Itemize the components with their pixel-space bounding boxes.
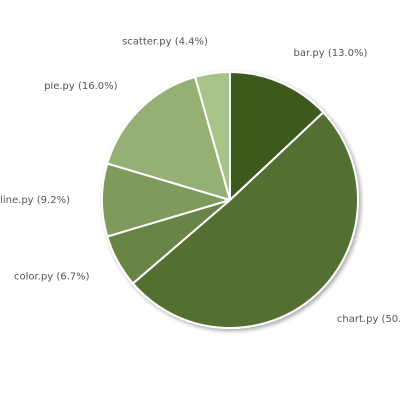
- pie-labels: bar.py (13.0%) chart.py (50.7%) color.py (…: [0, 37, 400, 325]
- pie-label-line-py: line.py (9.2%): [0, 195, 70, 206]
- pie-label-chart-py: chart.py (50.7%): [337, 314, 400, 325]
- pie-slice-chart-py: [131, 111, 359, 329]
- pie-label-color-py: color.py (6.7%): [14, 272, 90, 283]
- pie-slices: [101, 71, 359, 329]
- pie-label-bar-py: bar.py (13.0%): [294, 48, 368, 59]
- pie-label-pie-py: pie.py (16.0%): [44, 81, 118, 92]
- pie-slice-scatter-py: [194, 71, 231, 201]
- pie-slice-bar-py: [229, 71, 325, 201]
- pie-label-scatter-py: scatter.py (4.4%): [122, 37, 208, 48]
- pie-slice-pie-py: [106, 75, 231, 201]
